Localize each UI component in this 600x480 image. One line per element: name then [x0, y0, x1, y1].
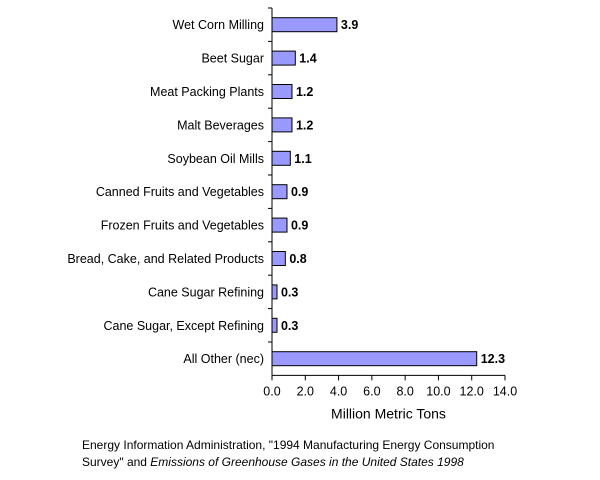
- category-label: Malt Beverages: [177, 118, 264, 132]
- data-label: 0.9: [291, 219, 308, 233]
- x-tick-label: 6.0: [363, 384, 380, 398]
- data-label: 0.8: [289, 252, 306, 266]
- bar: [271, 284, 278, 300]
- source-line-1: Energy Information Administration, "1994…: [82, 438, 495, 452]
- bar: [271, 317, 278, 333]
- x-tick-label: 0.0: [263, 384, 280, 398]
- category-label: Cane Sugar Refining: [148, 285, 264, 299]
- x-tick-label: 12.0: [460, 384, 484, 398]
- source-line-2-italic: Emissions of Greenhouse Gases in the Uni…: [150, 455, 464, 469]
- bar-chart: Wet Corn Milling 3.9 Beet Sugar 1.4 Meat Pac…: [67, 7, 517, 421]
- bar: [271, 184, 288, 200]
- category-label: Soybean Oil Mills: [167, 152, 264, 166]
- category-label: Wet Corn Milling: [173, 18, 265, 32]
- data-label: 12.3: [481, 352, 505, 366]
- data-label: 0.9: [291, 185, 308, 199]
- bar: [271, 251, 286, 266]
- category-label: All Other (nec): [183, 352, 264, 366]
- data-label: 1.4: [299, 52, 316, 66]
- data-label: 3.9: [341, 18, 358, 32]
- data-label: 1.2: [296, 118, 313, 132]
- bar: [271, 217, 288, 233]
- category-label: Bread, Cake, and Related Products: [67, 252, 264, 266]
- data-label: 0.3: [281, 319, 298, 333]
- bar: [271, 150, 291, 166]
- bar: [271, 351, 478, 367]
- source-line-2-prefix: Survey" and: [82, 455, 151, 469]
- data-label: 1.1: [294, 152, 311, 166]
- bar: [271, 117, 293, 133]
- x-tick-label: 2.0: [297, 384, 314, 398]
- category-label: Cane Sugar, Except Refining: [103, 319, 264, 333]
- data-label: 1.2: [296, 85, 313, 99]
- category-label: Canned Fruits and Vegetables: [96, 185, 264, 199]
- x-tick-label: 8.0: [396, 384, 413, 398]
- x-tick-label: 10.0: [426, 384, 450, 398]
- x-axis-label: Million Metric Tons: [331, 405, 446, 421]
- x-tick-label: 14.0: [493, 384, 517, 398]
- x-tick-label: 4.0: [330, 384, 347, 398]
- category-label: Frozen Fruits and Vegetables: [101, 219, 264, 233]
- bar: [271, 84, 293, 99]
- category-label: Beet Sugar: [201, 52, 264, 66]
- data-label: 0.3: [281, 285, 298, 299]
- bar: [271, 50, 296, 66]
- bar: [271, 17, 338, 33]
- category-label: Meat Packing Plants: [150, 85, 264, 99]
- source-note: Energy Information Administration, "1994…: [82, 437, 582, 471]
